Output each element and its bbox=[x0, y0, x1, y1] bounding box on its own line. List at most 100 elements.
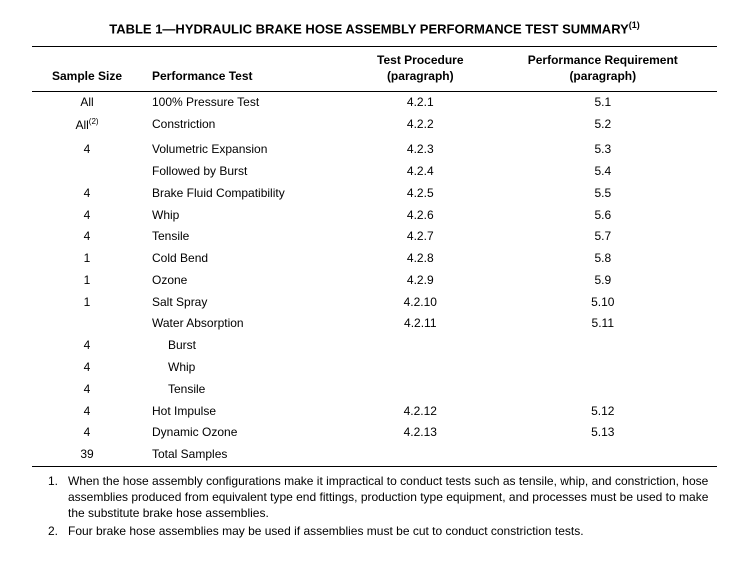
cell-performance-test: Whip bbox=[142, 357, 352, 379]
cell-test-procedure: 4.2.10 bbox=[352, 291, 489, 313]
cell-test-procedure: 4.2.7 bbox=[352, 226, 489, 248]
cell-performance-req bbox=[489, 444, 717, 466]
col-test-procedure-l2: (paragraph) bbox=[387, 69, 454, 83]
footnote-text: When the hose assembly configurations ma… bbox=[68, 473, 717, 522]
footnote: 2.Four brake hose assemblies may be used… bbox=[48, 523, 717, 539]
cell-test-procedure bbox=[352, 357, 489, 379]
footnotes: 1.When the hose assembly configurations … bbox=[32, 473, 717, 540]
cell-performance-test: Salt Spray bbox=[142, 291, 352, 313]
table-header-row: Sample Size Performance Test Test Proced… bbox=[32, 47, 717, 91]
table-row: 4Tensile4.2.75.7 bbox=[32, 226, 717, 248]
cell-performance-req: 5.2 bbox=[489, 113, 717, 136]
cell-sample-size: 1 bbox=[32, 269, 142, 291]
cell-test-procedure: 4.2.2 bbox=[352, 113, 489, 136]
table-row: 1Cold Bend4.2.85.8 bbox=[32, 248, 717, 270]
table-row: 39Total Samples bbox=[32, 444, 717, 466]
cell-performance-test: Ozone bbox=[142, 269, 352, 291]
cell-sample-size bbox=[32, 160, 142, 182]
cell-performance-test: Whip bbox=[142, 204, 352, 226]
table-row: 1Ozone4.2.95.9 bbox=[32, 269, 717, 291]
cell-performance-req: 5.5 bbox=[489, 182, 717, 204]
cell-performance-test: Volumetric Expansion bbox=[142, 136, 352, 160]
table-row: Followed by Burst4.2.45.4 bbox=[32, 160, 717, 182]
cell-sample-size: 1 bbox=[32, 248, 142, 270]
col-test-procedure-l1: Test Procedure bbox=[377, 53, 463, 67]
cell-performance-test: Total Samples bbox=[142, 444, 352, 466]
cell-performance-req bbox=[489, 335, 717, 357]
table-row: 4Tensile bbox=[32, 378, 717, 400]
cell-performance-test: Tensile bbox=[142, 226, 352, 248]
cell-test-procedure: 4.2.8 bbox=[352, 248, 489, 270]
cell-sample-size: 4 bbox=[32, 422, 142, 444]
cell-sample-size bbox=[32, 313, 142, 335]
cell-test-procedure: 4.2.11 bbox=[352, 313, 489, 335]
footnote: 1.When the hose assembly configurations … bbox=[48, 473, 717, 522]
footnote-number: 2. bbox=[48, 523, 68, 539]
footnote-text: Four brake hose assemblies may be used i… bbox=[68, 523, 584, 539]
cell-performance-test: Tensile bbox=[142, 378, 352, 400]
cell-performance-test: 100% Pressure Test bbox=[142, 91, 352, 113]
col-test-procedure: Test Procedure (paragraph) bbox=[352, 47, 489, 91]
table-row: All(2)Constriction4.2.25.2 bbox=[32, 113, 717, 136]
cell-performance-req: 5.6 bbox=[489, 204, 717, 226]
performance-table: Sample Size Performance Test Test Proced… bbox=[32, 46, 717, 466]
cell-sample-size: 4 bbox=[32, 335, 142, 357]
cell-performance-test: Followed by Burst bbox=[142, 160, 352, 182]
cell-sample-size: All(2) bbox=[32, 113, 142, 136]
table-body: All100% Pressure Test4.2.15.1All(2)Const… bbox=[32, 91, 717, 466]
table-row: 4Dynamic Ozone4.2.135.13 bbox=[32, 422, 717, 444]
cell-performance-req: 5.8 bbox=[489, 248, 717, 270]
col-sample-size: Sample Size bbox=[32, 47, 142, 91]
cell-test-procedure: 4.2.13 bbox=[352, 422, 489, 444]
cell-performance-req: 5.10 bbox=[489, 291, 717, 313]
cell-sample-size: 4 bbox=[32, 136, 142, 160]
cell-test-procedure: 4.2.3 bbox=[352, 136, 489, 160]
table-row: 1Salt Spray4.2.105.10 bbox=[32, 291, 717, 313]
col-performance-req-l1: Performance Requirement bbox=[528, 53, 678, 67]
table-row: 4Brake Fluid Compatibility4.2.55.5 bbox=[32, 182, 717, 204]
cell-performance-req: 5.1 bbox=[489, 91, 717, 113]
cell-performance-test: Brake Fluid Compatibility bbox=[142, 182, 352, 204]
cell-test-procedure bbox=[352, 335, 489, 357]
col-performance-req: Performance Requirement (paragraph) bbox=[489, 47, 717, 91]
cell-sample-size: 1 bbox=[32, 291, 142, 313]
table-title: TABLE 1—HYDRAULIC BRAKE HOSE ASSEMBLY PE… bbox=[32, 20, 717, 36]
cell-performance-test: Constriction bbox=[142, 113, 352, 136]
col-performance-test: Performance Test bbox=[142, 47, 352, 91]
cell-sample-size: 4 bbox=[32, 226, 142, 248]
cell-performance-req: 5.9 bbox=[489, 269, 717, 291]
cell-test-procedure: 4.2.5 bbox=[352, 182, 489, 204]
cell-performance-test: Water Absorption bbox=[142, 313, 352, 335]
cell-test-procedure: 4.2.9 bbox=[352, 269, 489, 291]
cell-test-procedure: 4.2.4 bbox=[352, 160, 489, 182]
title-sup: (1) bbox=[629, 20, 640, 30]
cell-test-procedure: 4.2.6 bbox=[352, 204, 489, 226]
cell-sample-size: 4 bbox=[32, 357, 142, 379]
cell-performance-req: 5.4 bbox=[489, 160, 717, 182]
cell-performance-req: 5.11 bbox=[489, 313, 717, 335]
col-performance-req-l2: (paragraph) bbox=[569, 69, 636, 83]
table-row: 4Whip bbox=[32, 357, 717, 379]
cell-performance-test: Burst bbox=[142, 335, 352, 357]
cell-sample-size: 4 bbox=[32, 204, 142, 226]
title-text: TABLE 1—HYDRAULIC BRAKE HOSE ASSEMBLY PE… bbox=[109, 21, 629, 36]
cell-performance-req: 5.12 bbox=[489, 400, 717, 422]
cell-performance-req: 5.3 bbox=[489, 136, 717, 160]
table-row: Water Absorption4.2.115.11 bbox=[32, 313, 717, 335]
table-row: 4Whip4.2.65.6 bbox=[32, 204, 717, 226]
cell-performance-req: 5.7 bbox=[489, 226, 717, 248]
table-row: 4Hot Impulse4.2.125.12 bbox=[32, 400, 717, 422]
cell-sample-size: 4 bbox=[32, 400, 142, 422]
cell-test-procedure bbox=[352, 378, 489, 400]
cell-performance-req: 5.13 bbox=[489, 422, 717, 444]
cell-performance-test: Hot Impulse bbox=[142, 400, 352, 422]
footnote-number: 1. bbox=[48, 473, 68, 522]
table-row: 4Volumetric Expansion4.2.35.3 bbox=[32, 136, 717, 160]
cell-sample-size: 4 bbox=[32, 182, 142, 204]
cell-performance-req bbox=[489, 378, 717, 400]
cell-test-procedure: 4.2.1 bbox=[352, 91, 489, 113]
table-row: All100% Pressure Test4.2.15.1 bbox=[32, 91, 717, 113]
cell-performance-test: Dynamic Ozone bbox=[142, 422, 352, 444]
cell-test-procedure bbox=[352, 444, 489, 466]
cell-performance-req bbox=[489, 357, 717, 379]
